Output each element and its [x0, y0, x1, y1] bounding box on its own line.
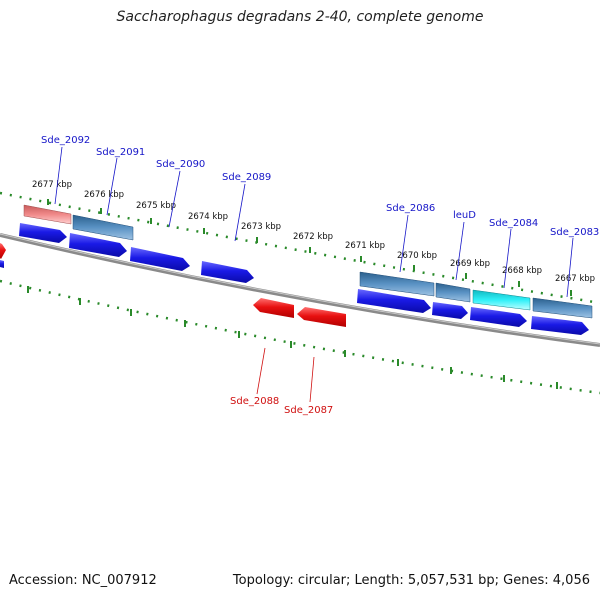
cds-arrow-reverse[interactable]	[297, 307, 346, 327]
forward-gene-labels	[54, 146, 574, 298]
gene-label-sde-2086[interactable]: Sde_2086	[386, 203, 435, 214]
forward-gene-track	[23, 204, 593, 319]
cds-arrow-forward[interactable]	[470, 307, 527, 327]
cds-arrow-reverse-partial[interactable]	[0, 243, 6, 259]
genome-summary: Topology: circular; Length: 5,057,531 bp…	[232, 573, 590, 588]
tick-label: 2672 kbp	[293, 232, 333, 242]
map-title: Saccharophagus degradans 2-40, complete …	[116, 9, 484, 25]
gene-label-sde-2088[interactable]: Sde_2088	[230, 396, 279, 407]
gene-bar[interactable]	[435, 282, 471, 303]
tick-label: 2669 kbp	[450, 259, 490, 269]
gene-label-leud[interactable]: leuD	[453, 210, 476, 221]
gene-label-sde-2089[interactable]: Sde_2089	[222, 172, 271, 183]
reverse-major-ticks	[27, 286, 558, 389]
forward-cds-track	[0, 223, 589, 335]
forward-major-ticks	[47, 199, 572, 296]
gene-bar[interactable]	[23, 204, 72, 225]
cds-arrow-forward[interactable]	[531, 316, 589, 335]
tick-label: 2677 kbp	[32, 180, 72, 190]
tick-label: 2676 kbp	[84, 190, 124, 200]
gene-label-sde-2091[interactable]: Sde_2091	[96, 147, 145, 158]
cds-arrow-forward[interactable]	[432, 302, 468, 319]
tick-label: 2673 kbp	[241, 222, 281, 232]
kbp-tick-labels: 2677 kbp 2676 kbp 2675 kbp 2674 kbp 2673…	[32, 180, 595, 284]
gene-bar[interactable]	[72, 214, 134, 241]
cds-arrow-forward[interactable]	[19, 223, 67, 243]
accession-label: Accession: NC_007912	[9, 573, 157, 588]
reverse-cds-track	[0, 243, 346, 327]
cds-arrow-forward-partial[interactable]	[0, 260, 4, 268]
gene-label-sde-2090[interactable]: Sde_2090	[156, 159, 205, 170]
tick-label: 2674 kbp	[188, 212, 228, 222]
gene-bar[interactable]	[472, 289, 531, 311]
cds-arrow-forward[interactable]	[357, 289, 431, 313]
cds-arrow-reverse[interactable]	[253, 298, 294, 318]
tick-label: 2667 kbp	[555, 274, 595, 284]
tick-label: 2671 kbp	[345, 241, 385, 251]
cds-arrow-forward[interactable]	[69, 233, 127, 257]
cds-arrow-forward[interactable]	[130, 247, 190, 271]
genome-backbone-highlight	[0, 233, 600, 345]
reverse-gene-labels	[256, 347, 315, 403]
genome-backbone	[0, 233, 600, 347]
gene-bar[interactable]	[359, 271, 435, 297]
cds-arrow-forward[interactable]	[201, 261, 254, 283]
tick-label: 2670 kbp	[397, 251, 437, 261]
tick-label: 2668 kbp	[502, 266, 542, 276]
tick-label: 2675 kbp	[136, 201, 176, 211]
gene-label-sde-2084[interactable]: Sde_2084	[489, 218, 538, 229]
gene-label-sde-2083[interactable]: Sde_2083	[550, 227, 599, 238]
gene-label-sde-2087[interactable]: Sde_2087	[284, 405, 333, 416]
gene-label-sde-2092[interactable]: Sde_2092	[41, 135, 90, 146]
gene-bar[interactable]	[532, 297, 593, 319]
